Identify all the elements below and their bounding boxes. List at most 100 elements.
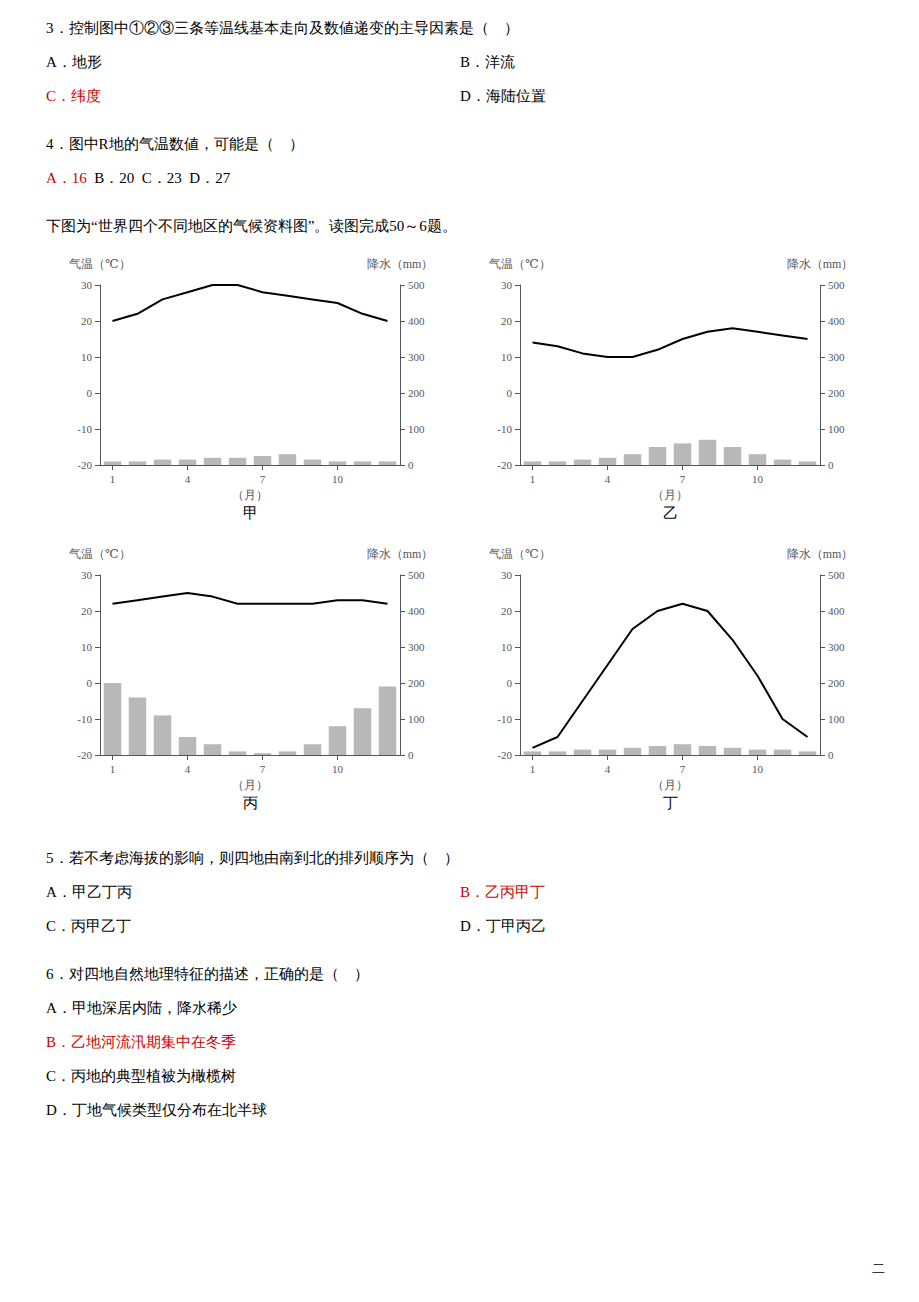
svg-text:降水（mm）: 降水（mm） bbox=[367, 257, 434, 271]
svg-text:10: 10 bbox=[81, 351, 93, 363]
svg-text:10: 10 bbox=[501, 351, 513, 363]
svg-text:D．丁甲丙乙: D．丁甲丙乙 bbox=[460, 918, 546, 934]
svg-text:100: 100 bbox=[408, 713, 425, 725]
svg-text:-10: -10 bbox=[77, 713, 92, 725]
svg-text:-20: -20 bbox=[497, 459, 512, 471]
svg-text:500: 500 bbox=[828, 569, 845, 581]
svg-text:10: 10 bbox=[332, 473, 344, 485]
svg-text:200: 200 bbox=[408, 677, 425, 689]
svg-text:20: 20 bbox=[81, 315, 93, 327]
svg-text:100: 100 bbox=[828, 423, 845, 435]
svg-text:降水（mm）: 降水（mm） bbox=[787, 257, 854, 271]
svg-text:1: 1 bbox=[110, 763, 116, 775]
svg-text:气温（℃）: 气温（℃） bbox=[69, 257, 130, 271]
svg-text:1: 1 bbox=[530, 763, 536, 775]
svg-text:气温（℃）: 气温（℃） bbox=[69, 547, 130, 561]
svg-text:30: 30 bbox=[501, 279, 513, 291]
svg-text:1: 1 bbox=[110, 473, 116, 485]
svg-text:10: 10 bbox=[752, 473, 764, 485]
svg-text:30: 30 bbox=[501, 569, 513, 581]
svg-text:1: 1 bbox=[530, 473, 536, 485]
svg-text:4: 4 bbox=[185, 473, 191, 485]
svg-text:（月）: （月） bbox=[652, 778, 688, 792]
svg-text:（月）: （月） bbox=[232, 778, 268, 792]
svg-text:0: 0 bbox=[87, 677, 93, 689]
svg-text:7: 7 bbox=[680, 473, 686, 485]
svg-text:下图为“世界四个不同地区的气候资料图”。读图完成50～6题。: 下图为“世界四个不同地区的气候资料图”。读图完成50～6题。 bbox=[46, 218, 457, 234]
svg-text:C．丙地的典型植被为橄榄树: C．丙地的典型植被为橄榄树 bbox=[46, 1068, 236, 1084]
svg-text:气温（℃）: 气温（℃） bbox=[489, 257, 550, 271]
svg-text:400: 400 bbox=[408, 605, 425, 617]
svg-text:0: 0 bbox=[408, 459, 414, 471]
svg-text:0: 0 bbox=[507, 387, 513, 399]
svg-text:400: 400 bbox=[408, 315, 425, 327]
svg-text:20: 20 bbox=[501, 315, 513, 327]
svg-text:16: 16 bbox=[72, 170, 88, 186]
svg-text:400: 400 bbox=[828, 605, 845, 617]
svg-text:降水（mm）: 降水（mm） bbox=[787, 547, 854, 561]
svg-text:B．乙丙甲丁: B．乙丙甲丁 bbox=[460, 884, 545, 900]
svg-text:丙: 丙 bbox=[243, 795, 258, 811]
svg-text:10: 10 bbox=[332, 763, 344, 775]
svg-text:0: 0 bbox=[507, 677, 513, 689]
svg-text:丁: 丁 bbox=[663, 795, 678, 811]
svg-text:乙: 乙 bbox=[663, 505, 678, 521]
svg-text:0: 0 bbox=[828, 459, 834, 471]
svg-text:B．洋流: B．洋流 bbox=[460, 54, 515, 70]
svg-text:-10: -10 bbox=[77, 423, 92, 435]
svg-text:7: 7 bbox=[680, 763, 686, 775]
svg-text:0: 0 bbox=[828, 749, 834, 761]
svg-text:30: 30 bbox=[81, 279, 93, 291]
svg-text:4．图中R地的气温数値，可能是（ ）: 4．图中R地的气温数値，可能是（ ） bbox=[46, 136, 304, 152]
svg-text:300: 300 bbox=[408, 641, 425, 653]
svg-text:10: 10 bbox=[501, 641, 513, 653]
svg-text:7: 7 bbox=[260, 763, 266, 775]
svg-text:300: 300 bbox=[828, 641, 845, 653]
svg-text:20: 20 bbox=[81, 605, 93, 617]
svg-text:A．甲乙丁丙: A．甲乙丁丙 bbox=[46, 884, 132, 900]
svg-text:-10: -10 bbox=[497, 713, 512, 725]
svg-text:A．: A． bbox=[46, 170, 72, 186]
svg-text:A．甲地深居内陆，降水稀少: A．甲地深居内陆，降水稀少 bbox=[46, 1000, 237, 1016]
svg-text:5．若不考虑海拔的影响，则四地由南到北的排列顺序为（: 5．若不考虑海拔的影响，则四地由南到北的排列顺序为（ ） bbox=[46, 850, 459, 866]
svg-text:降水（mm）: 降水（mm） bbox=[367, 547, 434, 561]
svg-text:200: 200 bbox=[828, 677, 845, 689]
svg-text:500: 500 bbox=[408, 569, 425, 581]
svg-text:A．地形: A．地形 bbox=[46, 54, 102, 70]
svg-text:500: 500 bbox=[408, 279, 425, 291]
svg-text:-20: -20 bbox=[497, 749, 512, 761]
svg-text:300: 300 bbox=[828, 351, 845, 363]
svg-text:-10: -10 bbox=[497, 423, 512, 435]
svg-text:7: 7 bbox=[260, 473, 266, 485]
svg-text:200: 200 bbox=[408, 387, 425, 399]
svg-text:B．乙地河流汛期集中在冬季: B．乙地河流汛期集中在冬季 bbox=[46, 1034, 236, 1050]
svg-text:C．丙甲乙丁: C．丙甲乙丁 bbox=[46, 918, 131, 934]
svg-text:（月）: （月） bbox=[232, 488, 268, 502]
svg-text:0: 0 bbox=[408, 749, 414, 761]
svg-text:10: 10 bbox=[752, 763, 764, 775]
svg-text:二: 二 bbox=[872, 1261, 885, 1276]
svg-text:4: 4 bbox=[185, 763, 191, 775]
svg-text:B．20 C．23 D．27: B．20 C．23 D．27 bbox=[87, 170, 231, 186]
svg-text:100: 100 bbox=[408, 423, 425, 435]
svg-text:D．海陆位置: D．海陆位置 bbox=[460, 88, 546, 104]
svg-text:500: 500 bbox=[828, 279, 845, 291]
svg-text:（月）: （月） bbox=[652, 488, 688, 502]
svg-text:C．纬度: C．纬度 bbox=[46, 88, 101, 104]
svg-text:气温（℃）: 气温（℃） bbox=[489, 547, 550, 561]
svg-text:10: 10 bbox=[81, 641, 93, 653]
svg-text:100: 100 bbox=[828, 713, 845, 725]
svg-text:300: 300 bbox=[408, 351, 425, 363]
svg-text:-20: -20 bbox=[77, 459, 92, 471]
svg-text:3．控制图中①②③三条等温线基本走向及数値递变的主导因素是（: 3．控制图中①②③三条等温线基本走向及数値递变的主导因素是（ ） bbox=[46, 20, 519, 36]
svg-text:4: 4 bbox=[605, 473, 611, 485]
svg-text:甲: 甲 bbox=[243, 505, 258, 521]
svg-text:0: 0 bbox=[87, 387, 93, 399]
svg-text:200: 200 bbox=[828, 387, 845, 399]
svg-text:20: 20 bbox=[501, 605, 513, 617]
svg-text:400: 400 bbox=[828, 315, 845, 327]
svg-text:4: 4 bbox=[605, 763, 611, 775]
svg-text:-20: -20 bbox=[77, 749, 92, 761]
svg-text:30: 30 bbox=[81, 569, 93, 581]
svg-text:D．丁地气候类型仅分布在北半球: D．丁地气候类型仅分布在北半球 bbox=[46, 1102, 267, 1118]
